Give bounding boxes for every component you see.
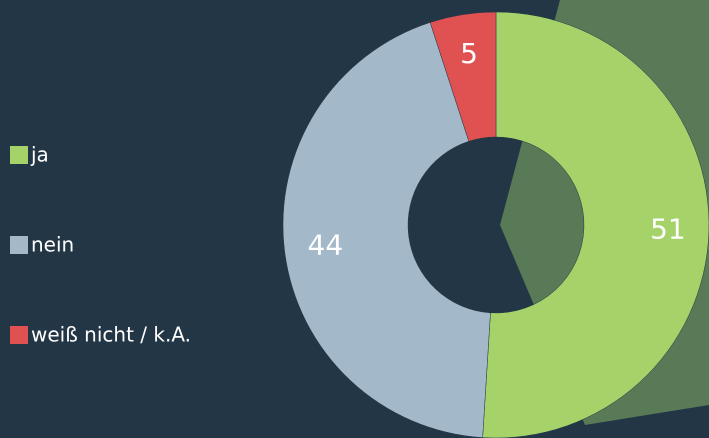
slice	[429, 11, 497, 142]
value-label: 5	[460, 37, 478, 70]
value-label: 51	[650, 212, 686, 245]
legend-label: ja	[30, 143, 49, 167]
legend-swatch	[10, 236, 28, 254]
legend: ja nein weiß nicht / k.A.	[10, 143, 191, 347]
value-label: 44	[308, 229, 344, 262]
donut: 51 44 5	[282, 11, 709, 438]
slice	[482, 11, 709, 438]
legend-label: nein	[31, 233, 74, 257]
legend-swatch	[10, 326, 28, 344]
slice	[282, 22, 491, 438]
legend-swatch	[10, 146, 28, 164]
legend-label: weiß nicht / k.A.	[31, 323, 191, 347]
